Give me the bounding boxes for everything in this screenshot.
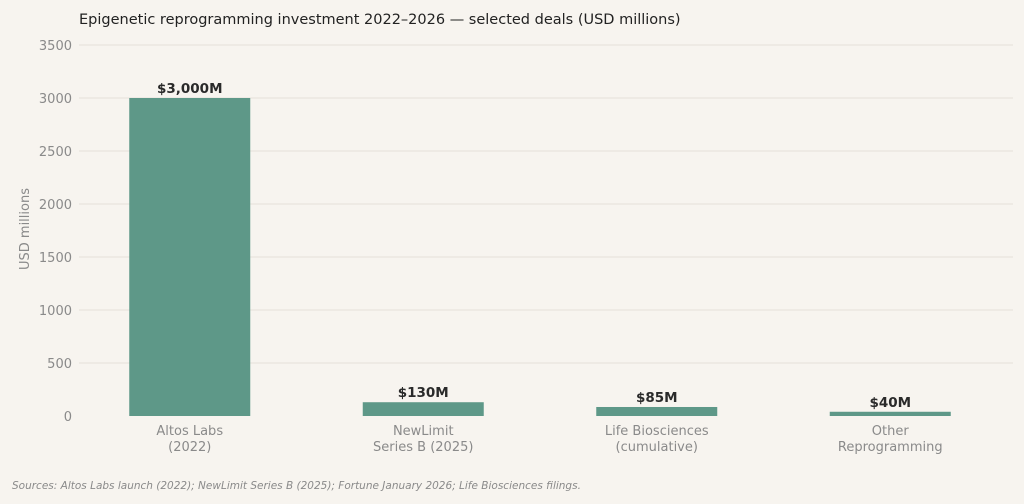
y-tick-label: 1500 <box>39 251 72 266</box>
y-tick-label: 2500 <box>39 145 72 160</box>
x-tick-label: (2022) <box>168 440 211 455</box>
x-tick-label: Series B (2025) <box>373 440 473 455</box>
data-label: $130M <box>398 385 449 401</box>
bar <box>829 411 951 416</box>
y-tick-label: 1000 <box>39 304 72 319</box>
x-tick-label: Altos Labs <box>156 424 223 439</box>
data-labels: $3,000M $130M $85M $40M <box>157 81 911 411</box>
chart-title: Epigenetic reprogramming investment 2022… <box>79 12 681 28</box>
y-tick-label: 500 <box>47 357 72 372</box>
y-tick-label: 3500 <box>39 39 72 54</box>
source-note: Sources: Altos Labs launch (2022); NewLi… <box>12 480 581 492</box>
bar <box>129 98 251 416</box>
bar <box>362 402 484 416</box>
y-tick-label: 0 <box>64 410 72 425</box>
data-label: $40M <box>869 395 911 411</box>
x-tick-label: (cumulative) <box>616 440 698 455</box>
data-label: $85M <box>636 390 678 406</box>
x-tick-label: Reprogramming <box>838 440 943 455</box>
bars <box>129 98 951 416</box>
y-axis-ticks: 0 500 1000 1500 2000 2500 3000 3500 <box>39 39 72 425</box>
y-tick-label: 2000 <box>39 198 72 213</box>
bar <box>596 406 718 416</box>
y-axis-label: USD millions <box>18 188 33 270</box>
bar-chart: Epigenetic reprogramming investment 2022… <box>18 12 1013 455</box>
x-tick-label: Other <box>872 424 910 439</box>
x-tick-label: NewLimit <box>393 424 454 439</box>
y-tick-label: 3000 <box>39 92 72 107</box>
data-label: $3,000M <box>157 81 223 97</box>
x-tick-label: Life Biosciences <box>605 424 709 439</box>
